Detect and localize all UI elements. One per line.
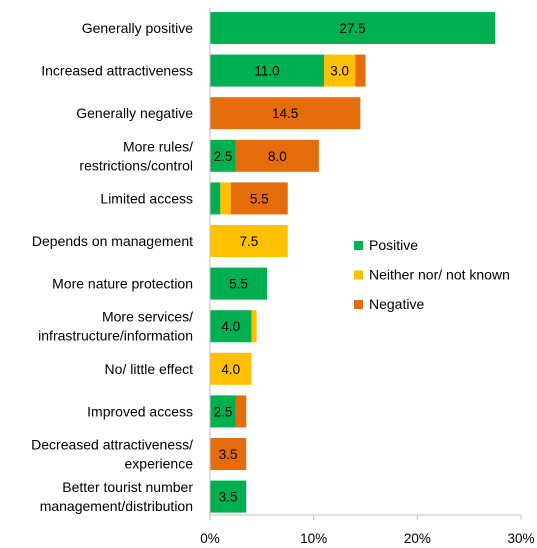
data-label-1: 11.0 <box>254 64 279 79</box>
legend-swatch-2 <box>354 300 363 309</box>
data-label-7: 7.5 <box>239 234 258 249</box>
legend-label-2: Negative <box>369 296 424 312</box>
legend-label-1: Neither nor/ not known <box>369 267 510 283</box>
x-tick-label-3: 30% <box>507 531 534 546</box>
legend-label-0: Positive <box>369 237 418 253</box>
data-label-10: 4.0 <box>221 362 240 377</box>
category-labels: Generally positive Increased attractivene… <box>31 20 193 514</box>
bar-negative-2 <box>210 97 361 130</box>
data-label-13: 3.5 <box>219 490 238 505</box>
bar-positive-1 <box>210 54 325 87</box>
data-label-3: 14.5 <box>272 106 298 121</box>
category-label-3: More rules/ <box>123 138 193 154</box>
category-label-11: management/distribution <box>40 498 193 514</box>
data-label-0: 27.5 <box>339 21 365 36</box>
data-label-6: 5.5 <box>250 191 269 206</box>
bar-negative-4 <box>230 182 288 215</box>
category-label-10: Decreased attractiveness/ <box>31 437 193 453</box>
x-tick-label-1: 10% <box>300 531 327 546</box>
legend-swatch-0 <box>354 241 363 250</box>
category-label-7: infrastructure/information <box>38 328 193 344</box>
bar-neither-nor-not-known-4 <box>220 182 231 215</box>
bar-negative-3 <box>235 139 319 172</box>
data-label-12: 3.5 <box>219 447 238 462</box>
bar-neither-nor-not-known-5 <box>210 225 288 257</box>
category-label-11: Better tourist number <box>62 479 193 495</box>
category-label-9: Improved access <box>87 403 193 419</box>
bar-positive-11 <box>210 480 247 513</box>
legend-swatch-1 <box>354 270 363 280</box>
bar-positive-7 <box>210 310 252 343</box>
bars-layer: 27.5 11.0 3.0 14.5 2.5 8.0 5.5 7.5 5.5 4.0 4.0 2.5 3… <box>210 12 496 513</box>
bar-neither-nor-not-known-7 <box>251 310 257 343</box>
bar-positive-9 <box>210 395 236 428</box>
category-label-8: No/ little effect <box>105 361 194 377</box>
category-label-3: restrictions/control <box>79 157 193 173</box>
bar-positive-0 <box>210 12 496 44</box>
category-label-2: Generally negative <box>76 105 193 121</box>
category-label-6: More nature protection <box>52 276 193 292</box>
data-label-9: 4.0 <box>221 319 240 334</box>
data-label-8: 5.5 <box>229 277 248 292</box>
bar-neither-nor-not-known-1 <box>324 54 356 87</box>
data-label-4: 2.5 <box>214 149 233 164</box>
data-label-5: 8.0 <box>268 149 287 164</box>
bar-neither-nor-not-known-8 <box>210 352 252 385</box>
category-label-10: experience <box>125 456 194 472</box>
category-label-4: Limited access <box>100 190 193 206</box>
bar-positive-6 <box>210 267 268 300</box>
data-label-2: 3.0 <box>330 64 349 79</box>
x-tick-label-2: 20% <box>404 531 431 546</box>
bar-negative-10 <box>210 438 247 470</box>
x-axis: 0% 10% 20% 30% <box>200 8 535 546</box>
category-label-7: More services/ <box>102 309 193 325</box>
bar-negative-9 <box>235 395 247 428</box>
category-label-0: Generally positive <box>82 20 193 36</box>
legend: Positive Neither nor/ not known Negative <box>354 237 510 312</box>
bar-positive-4 <box>210 182 221 215</box>
bar-positive-3 <box>210 139 236 172</box>
x-tick-label-0: 0% <box>200 531 220 546</box>
category-label-1: Increased attractiveness <box>41 63 193 79</box>
category-label-5: Depends on management <box>32 233 193 249</box>
data-label-11: 2.5 <box>214 404 233 419</box>
bar-negative-1 <box>355 54 366 87</box>
